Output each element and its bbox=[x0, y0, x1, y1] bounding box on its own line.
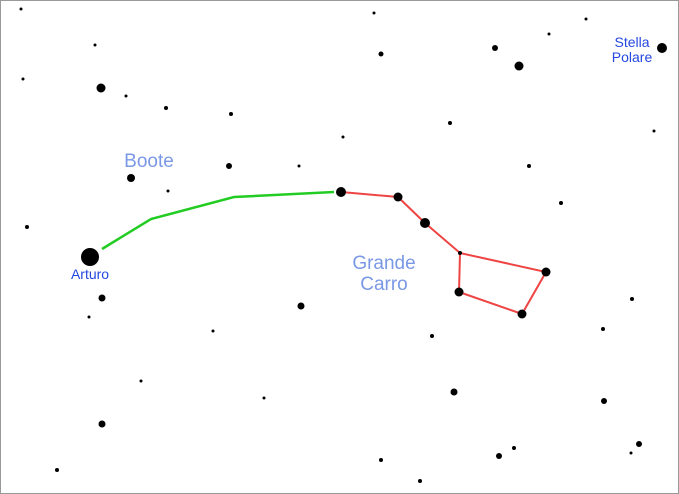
carro-line bbox=[340, 191, 548, 316]
label-grande-carro: Grande Carro bbox=[352, 253, 416, 295]
label-arturo: Arturo bbox=[70, 266, 110, 282]
label-boote: Boote bbox=[124, 151, 174, 172]
boote-line bbox=[101, 190, 335, 251]
stars bbox=[19, 7, 667, 483]
label-stella-polare: Stella Polare bbox=[611, 34, 653, 66]
